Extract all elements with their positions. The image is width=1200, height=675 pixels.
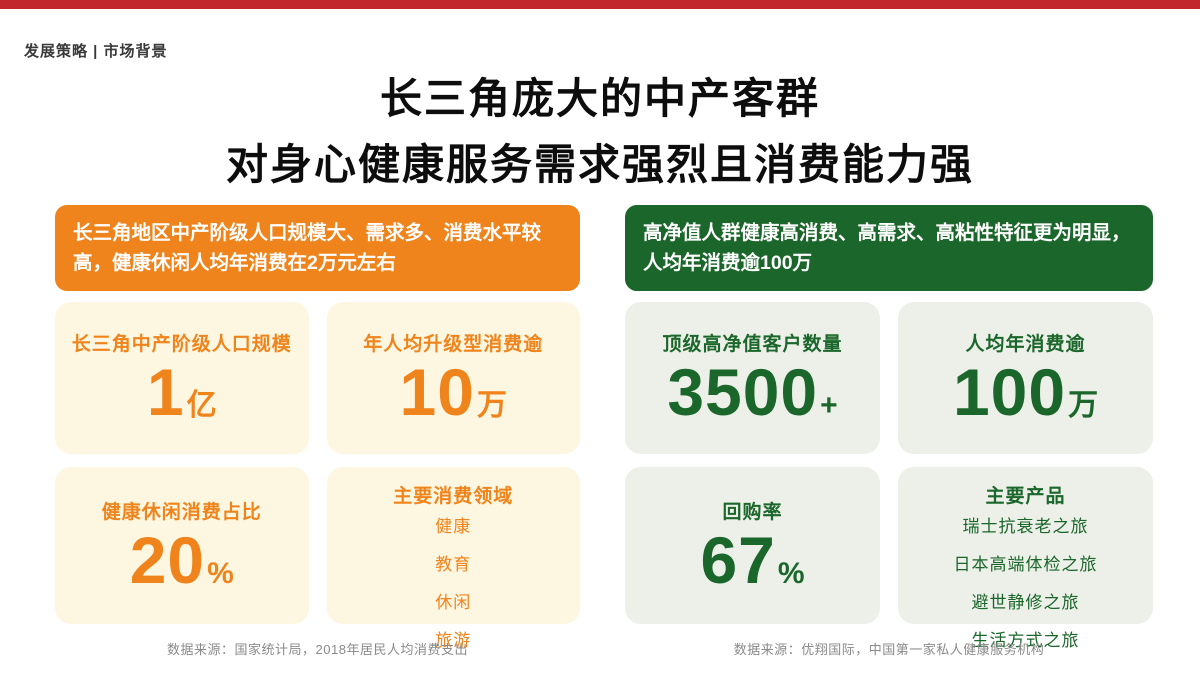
list-item: 避世静修之旅 bbox=[971, 593, 1080, 613]
stat-card-upgrade-spend: 年人均升级型消费逾 10万 bbox=[326, 302, 580, 455]
stat-value: 3500+ bbox=[667, 358, 837, 427]
stat-value: 100万 bbox=[953, 358, 1098, 427]
stat-label: 顶级高净值客户数量 bbox=[662, 334, 843, 356]
list-item: 休闲 bbox=[435, 593, 472, 613]
list-item: 教育 bbox=[435, 555, 472, 575]
stat-number: 10 bbox=[399, 355, 475, 430]
column-middle-class: 长三角地区中产阶级人口规模大、需求多、消费水平较高，健康休闲人均年消费在2万元左… bbox=[55, 205, 580, 658]
stat-number: 67 bbox=[700, 522, 776, 597]
stat-unit: + bbox=[820, 389, 838, 423]
list-item: 生活方式之旅 bbox=[971, 631, 1080, 651]
stat-card-top-clients: 顶级高净值客户数量 3500+ bbox=[625, 302, 880, 455]
list-item: 健康 bbox=[435, 517, 472, 537]
data-source-left: 数据来源：国家统计局，2018年居民人均消费支出 bbox=[167, 642, 468, 658]
high-net-worth-header-banner: 高净值人群健康高消费、高需求、高粘性特征更为明显，人均年消费逾100万 bbox=[625, 205, 1153, 292]
column-high-net-worth: 高净值人群健康高消费、高需求、高粘性特征更为明显，人均年消费逾100万 顶级高净… bbox=[625, 205, 1153, 658]
stat-number: 3500 bbox=[667, 355, 819, 430]
stat-unit: % bbox=[777, 556, 805, 590]
stat-value: 20% bbox=[129, 522, 234, 597]
stat-label: 回购率 bbox=[722, 501, 783, 523]
stat-value: 10万 bbox=[400, 358, 507, 427]
middle-class-card-grid: 长三角中产阶级人口规模 1亿 年人均升级型消费逾 10万 健康休闲消费占比 20… bbox=[55, 302, 580, 650]
stat-card-annual-spend: 人均年消费逾 100万 bbox=[898, 302, 1153, 455]
stat-unit: 亿 bbox=[186, 389, 217, 423]
stat-label: 长三角中产阶级人口规模 bbox=[71, 334, 292, 356]
list-item: 瑞士抗衰老之旅 bbox=[962, 517, 1089, 537]
stat-unit: 万 bbox=[1068, 389, 1099, 423]
breadcrumb: 发展策略 | 市场背景 bbox=[24, 43, 168, 60]
page-title-line1: 长三角庞大的中产客群 bbox=[379, 75, 820, 122]
stat-number: 1 bbox=[146, 355, 185, 430]
list-card-main-products: 主要产品 瑞士抗衰老之旅 日本高端体检之旅 避世静修之旅 生活方式之旅 bbox=[898, 467, 1153, 650]
stat-card-health-leisure-share: 健康休闲消费占比 20% bbox=[55, 467, 309, 625]
stat-label: 人均年消费逾 bbox=[965, 334, 1086, 356]
page-title: 长三角庞大的中产客群 对身心健康服务需求强烈且消费能力强 bbox=[0, 66, 1200, 198]
high-net-worth-card-grid: 顶级高净值客户数量 3500+ 人均年消费逾 100万 回购率 67% 主要产品… bbox=[625, 302, 1153, 650]
stat-unit: 万 bbox=[476, 389, 507, 423]
stat-card-population: 长三角中产阶级人口规模 1亿 bbox=[55, 302, 309, 455]
stat-value: 1亿 bbox=[147, 358, 217, 427]
list-card-title: 主要消费领域 bbox=[393, 486, 514, 508]
top-accent-bar bbox=[0, 0, 1200, 9]
stat-label: 健康休闲消费占比 bbox=[101, 501, 262, 523]
stat-value: 67% bbox=[700, 522, 805, 597]
middle-class-header-banner: 长三角地区中产阶级人口规模大、需求多、消费水平较高，健康休闲人均年消费在2万元左… bbox=[55, 205, 580, 292]
list-item: 日本高端体检之旅 bbox=[953, 555, 1098, 575]
stat-unit: % bbox=[207, 556, 234, 590]
stat-label: 年人均升级型消费逾 bbox=[363, 334, 544, 356]
data-source-right: 数据来源：优翔国际，中国第一家私人健康服务机构 bbox=[733, 642, 1045, 658]
stat-number: 20 bbox=[129, 522, 206, 597]
stat-number: 100 bbox=[952, 355, 1067, 430]
list-card-title: 主要产品 bbox=[985, 486, 1066, 508]
list-card-consumption-areas: 主要消费领域 健康 教育 休闲 旅游 bbox=[326, 467, 580, 650]
stat-card-repurchase-rate: 回购率 67% bbox=[625, 467, 880, 625]
page-title-line2: 对身心健康服务需求强烈且消费能力强 bbox=[225, 141, 974, 188]
list-item: 旅游 bbox=[435, 631, 472, 651]
